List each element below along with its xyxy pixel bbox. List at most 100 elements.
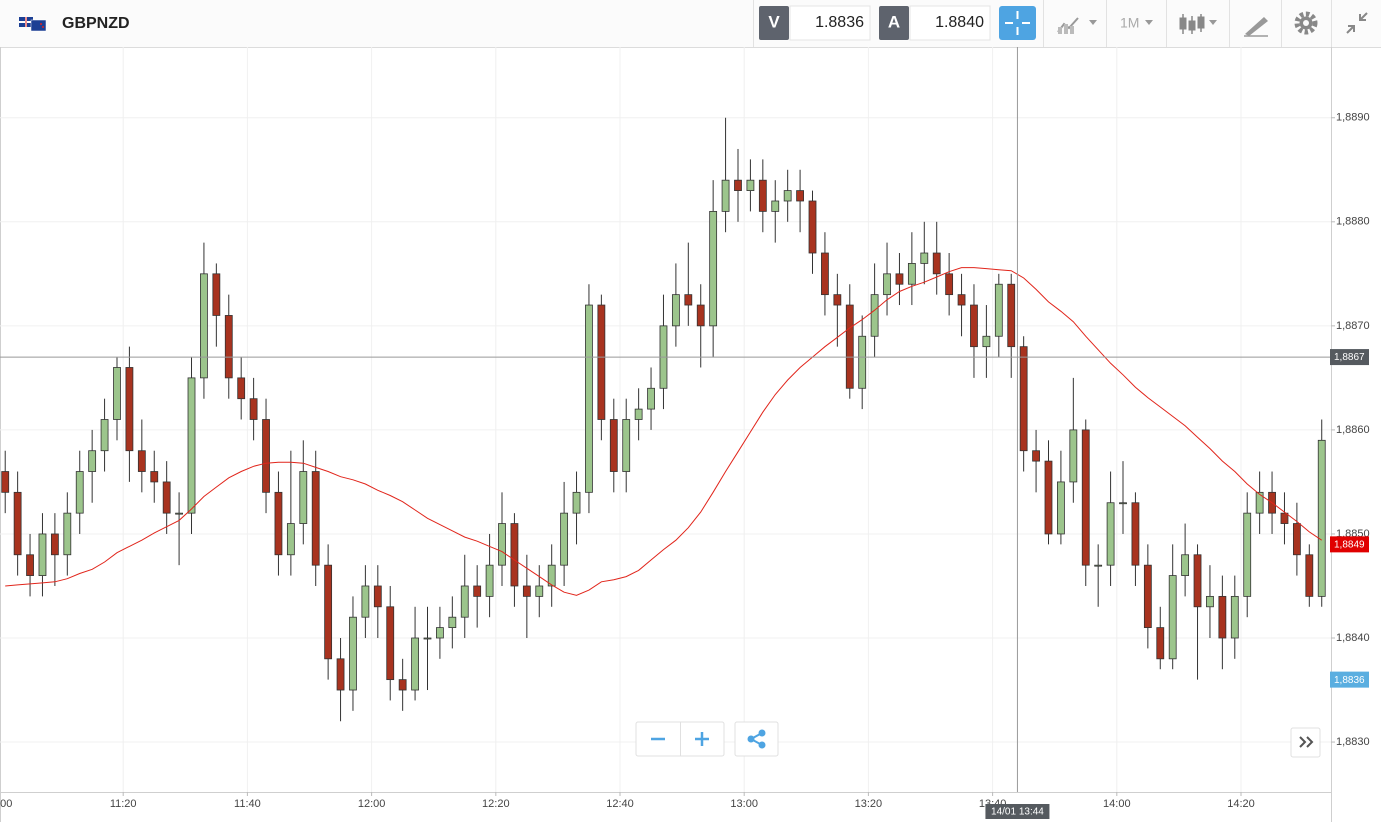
symbol: GBPNZD [62,15,130,32]
candle-body [26,554,34,576]
bid-button[interactable] [759,6,789,40]
candle-body [870,294,879,337]
candle-body [175,512,183,515]
candle-body [895,273,904,285]
candle-body [398,679,407,691]
x-tick-label: 12:20 [482,798,510,810]
candle-body [38,533,47,576]
candle-body [746,179,755,191]
candle-body [771,200,780,212]
candle-body [833,294,842,306]
y-tick-label: 1,8860 [1336,424,1370,436]
y-tick-label: 1,8880 [1336,216,1370,228]
candle-body [982,335,991,348]
x-tick-label: 14:00 [1103,798,1131,810]
candle-body [547,564,556,587]
candle-body [1094,564,1103,567]
candle-body [671,294,680,327]
moving-average-line [5,267,1322,596]
candle-body [1292,523,1301,556]
candle-body [994,283,1003,337]
candle-body [125,367,134,452]
x-tick-label: 14:20 [1227,798,1255,810]
candle-body [100,419,109,452]
ask-button[interactable] [879,6,909,40]
candle-body [373,585,382,608]
price-marker [1330,671,1369,688]
candle-body [1106,502,1115,566]
share-button[interactable] [734,721,779,757]
candle-body [498,523,506,566]
price-marker [1330,536,1369,553]
y-tick-label: 1,8830 [1336,736,1370,748]
candle-body [535,585,544,597]
candle-body [324,564,333,660]
candle-body [945,273,954,296]
candle-body [162,481,171,514]
candle-body [485,564,494,597]
candle-body [1218,595,1227,639]
candle-body [460,585,469,618]
zoom-in-button[interactable] [695,732,709,746]
candle-body [299,471,308,524]
candle-body [522,585,531,597]
candle-style-button[interactable] [1179,14,1217,34]
toolbar [0,0,1381,47]
candle-body [970,304,978,348]
candle-body [237,377,246,400]
x-tick-label: 12:40 [606,798,634,810]
candle-body [436,627,444,639]
candle-body [622,419,631,472]
candle-body [845,304,854,389]
candle-body [758,179,767,212]
candle-body [249,398,258,420]
bid-price-box [789,5,871,41]
x-tick-label: 11:20 [110,798,137,810]
settings-button[interactable] [1294,11,1318,35]
ask-label: A [888,12,900,31]
candle-body [1,471,10,493]
candle-body [1019,346,1028,452]
bid-price: 1.8836 [815,14,864,31]
flag-icon [19,17,47,32]
candle-body [386,606,395,681]
x-tick-label: 11:40 [234,798,261,810]
x-tick-label: 12:00 [358,798,386,810]
candle-body [957,294,966,306]
candle-body [510,523,519,587]
candle-body [858,335,867,389]
x-tick-label: 13:20 [855,798,883,810]
scroll-right-button[interactable] [1290,727,1321,758]
candle-body [113,367,121,420]
x-tick-label: 13:00 [730,798,758,810]
candle-body [1069,429,1078,483]
timeframe-button[interactable]: 1M [1120,15,1153,31]
draw-tool-button[interactable] [1244,17,1268,37]
candle-body [597,304,606,420]
toolbar-dividers [1043,0,1332,47]
candle-body [734,179,742,191]
candle-body [1081,429,1090,566]
price-marker-label: 1,8836 [1334,675,1365,686]
candle-body [1131,502,1140,566]
candle-body [1181,554,1190,576]
candle-body [684,294,693,306]
candle-body [696,304,705,327]
crosshair-button[interactable] [999,6,1036,40]
collapse-button[interactable] [1346,12,1368,34]
candle-body [75,471,84,514]
candle-body [1305,554,1314,597]
candle-body [1193,554,1202,608]
candle-body [1243,512,1252,597]
candle-body [572,491,581,514]
candle-body [50,533,59,556]
candle-body [1032,450,1040,462]
candle-body [1143,564,1152,629]
candle-body [796,190,804,202]
candle-body [560,512,569,566]
chart-type-button[interactable] [1057,17,1097,34]
candle-body [137,450,146,472]
crosshair-time-box [985,804,1050,819]
